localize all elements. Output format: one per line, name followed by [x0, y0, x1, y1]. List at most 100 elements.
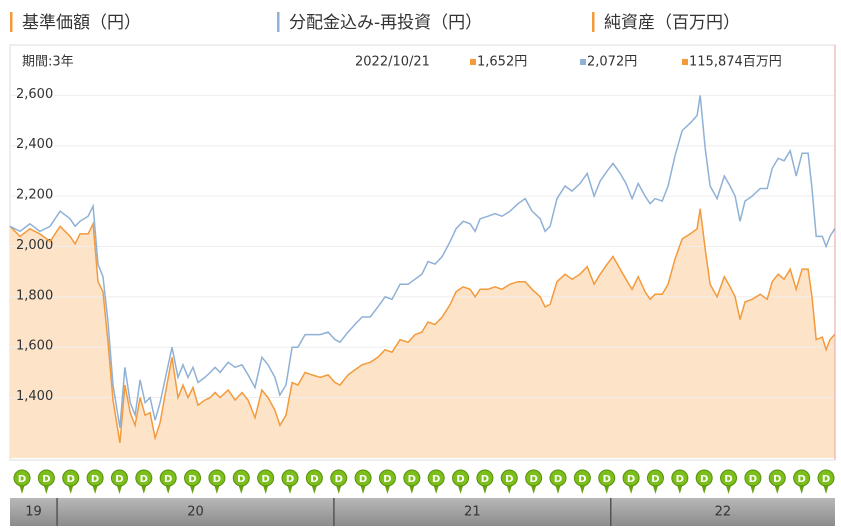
area: [10, 208, 835, 458]
x-tick-label: 19: [25, 505, 42, 520]
dividend-label: D: [505, 474, 513, 485]
y-tick-label: 2,200: [16, 188, 53, 203]
dividend-pin: [213, 484, 220, 494]
dividend-icon: [768, 469, 786, 487]
dividend-pin: [384, 484, 391, 494]
header-value: 2,072円: [587, 55, 637, 70]
dividend-icon: [330, 469, 348, 487]
dividend-pin: [92, 484, 99, 494]
y-tick-label: 2,600: [16, 87, 53, 102]
dividend-pin: [116, 484, 123, 494]
x-tick-label: 22: [715, 505, 732, 520]
dividend-icon: [622, 469, 640, 487]
dividend-pin: [823, 484, 829, 494]
dividend-pin: [238, 484, 245, 494]
dividend-pin: [262, 484, 269, 494]
dividend-label: D: [115, 474, 123, 485]
dividend-icon: [452, 469, 470, 487]
dividend-icon: [37, 469, 55, 487]
dividend-icon: [257, 469, 275, 487]
dividend-label: D: [91, 474, 99, 485]
dividend-label: D: [42, 474, 50, 485]
header-value: 115,874百万円: [689, 55, 782, 70]
dividend-label: D: [700, 474, 708, 485]
dividend-pin: [506, 484, 513, 494]
dividend-pin: [433, 484, 440, 494]
dividend-label: D: [822, 474, 830, 485]
header-swatch: [580, 59, 586, 65]
dividend-label: D: [578, 474, 586, 485]
x-tick-label: 21: [464, 505, 481, 520]
dividend-pin: [408, 484, 415, 494]
dividend-pin: [457, 484, 464, 494]
dividend-icon: [62, 469, 80, 487]
dividend-icon: [135, 469, 153, 487]
legend-swatch: [592, 12, 595, 32]
dividend-label: D: [67, 474, 75, 485]
dividend-label: D: [773, 474, 781, 485]
legend-swatch: [277, 12, 280, 32]
dividend-pin: [19, 484, 25, 494]
legend-label: 基準価額（円）: [22, 13, 141, 33]
legend-label: 分配金込み-再投資（円）: [289, 13, 482, 33]
dividend-icon: [184, 469, 202, 487]
line: [9, 95, 836, 428]
dividend-label: D: [359, 474, 367, 485]
dividend-label: D: [188, 474, 196, 485]
dividend-icon: [720, 469, 738, 487]
dividend-pin: [555, 484, 561, 494]
dividend-pin: [774, 484, 781, 494]
dividend-icon: [671, 469, 689, 487]
dividend-label: D: [456, 474, 464, 485]
dividend-pin: [165, 484, 172, 494]
dividend-label: D: [310, 474, 318, 485]
dividend-pin: [360, 484, 367, 494]
dividend-pin: [287, 484, 293, 494]
y-tick-label: 2,400: [16, 137, 53, 152]
period-label: 期間:3年: [22, 55, 74, 70]
dividend-label: D: [237, 474, 245, 485]
dividend-pin: [335, 484, 342, 494]
dividend-icon: [646, 469, 664, 487]
y-tick-label: 1,400: [16, 389, 53, 404]
dividend-icon: [744, 469, 762, 487]
dividend-label: D: [261, 474, 269, 485]
dividend-icon: [403, 469, 421, 487]
legend-swatch: [10, 12, 13, 32]
dividend-label: D: [432, 474, 440, 485]
dividend-pin: [530, 484, 537, 494]
dividend-pin: [311, 484, 318, 494]
dividend-label: D: [213, 474, 221, 485]
dividend-icon: [86, 469, 104, 487]
dividend-icon: [695, 469, 713, 487]
dividend-label: D: [408, 474, 416, 485]
dividend-icon: [378, 469, 396, 487]
dividend-pin: [701, 484, 708, 494]
dividend-icon: [476, 469, 494, 487]
dividend-icon: [110, 469, 128, 487]
dividend-label: D: [481, 474, 489, 485]
dividend-label: D: [797, 474, 805, 485]
dividend-label: D: [18, 474, 26, 485]
dividend-icon: [232, 469, 250, 487]
dividend-icon: [281, 469, 299, 487]
dividend-icon: [500, 469, 518, 487]
dividend-label: D: [286, 474, 294, 485]
dividend-label: D: [651, 474, 659, 485]
dividend-label: D: [749, 474, 757, 485]
legend-label: 純資産（百万円）: [604, 13, 740, 33]
dividend-label: D: [529, 474, 537, 485]
dividend-label: D: [140, 474, 148, 485]
dividend-pin: [189, 484, 196, 494]
dividend-pin: [676, 484, 683, 494]
dividend-icon: [525, 469, 543, 487]
dividend-icon: [305, 469, 323, 487]
date-label: 2022/10/21: [355, 55, 430, 70]
dividend-icon: [573, 469, 591, 487]
dividend-icon: [208, 469, 226, 487]
y-tick-label: 2,000: [16, 238, 53, 253]
header-value: 1,652円: [477, 55, 527, 70]
dividend-icon: [549, 469, 567, 487]
